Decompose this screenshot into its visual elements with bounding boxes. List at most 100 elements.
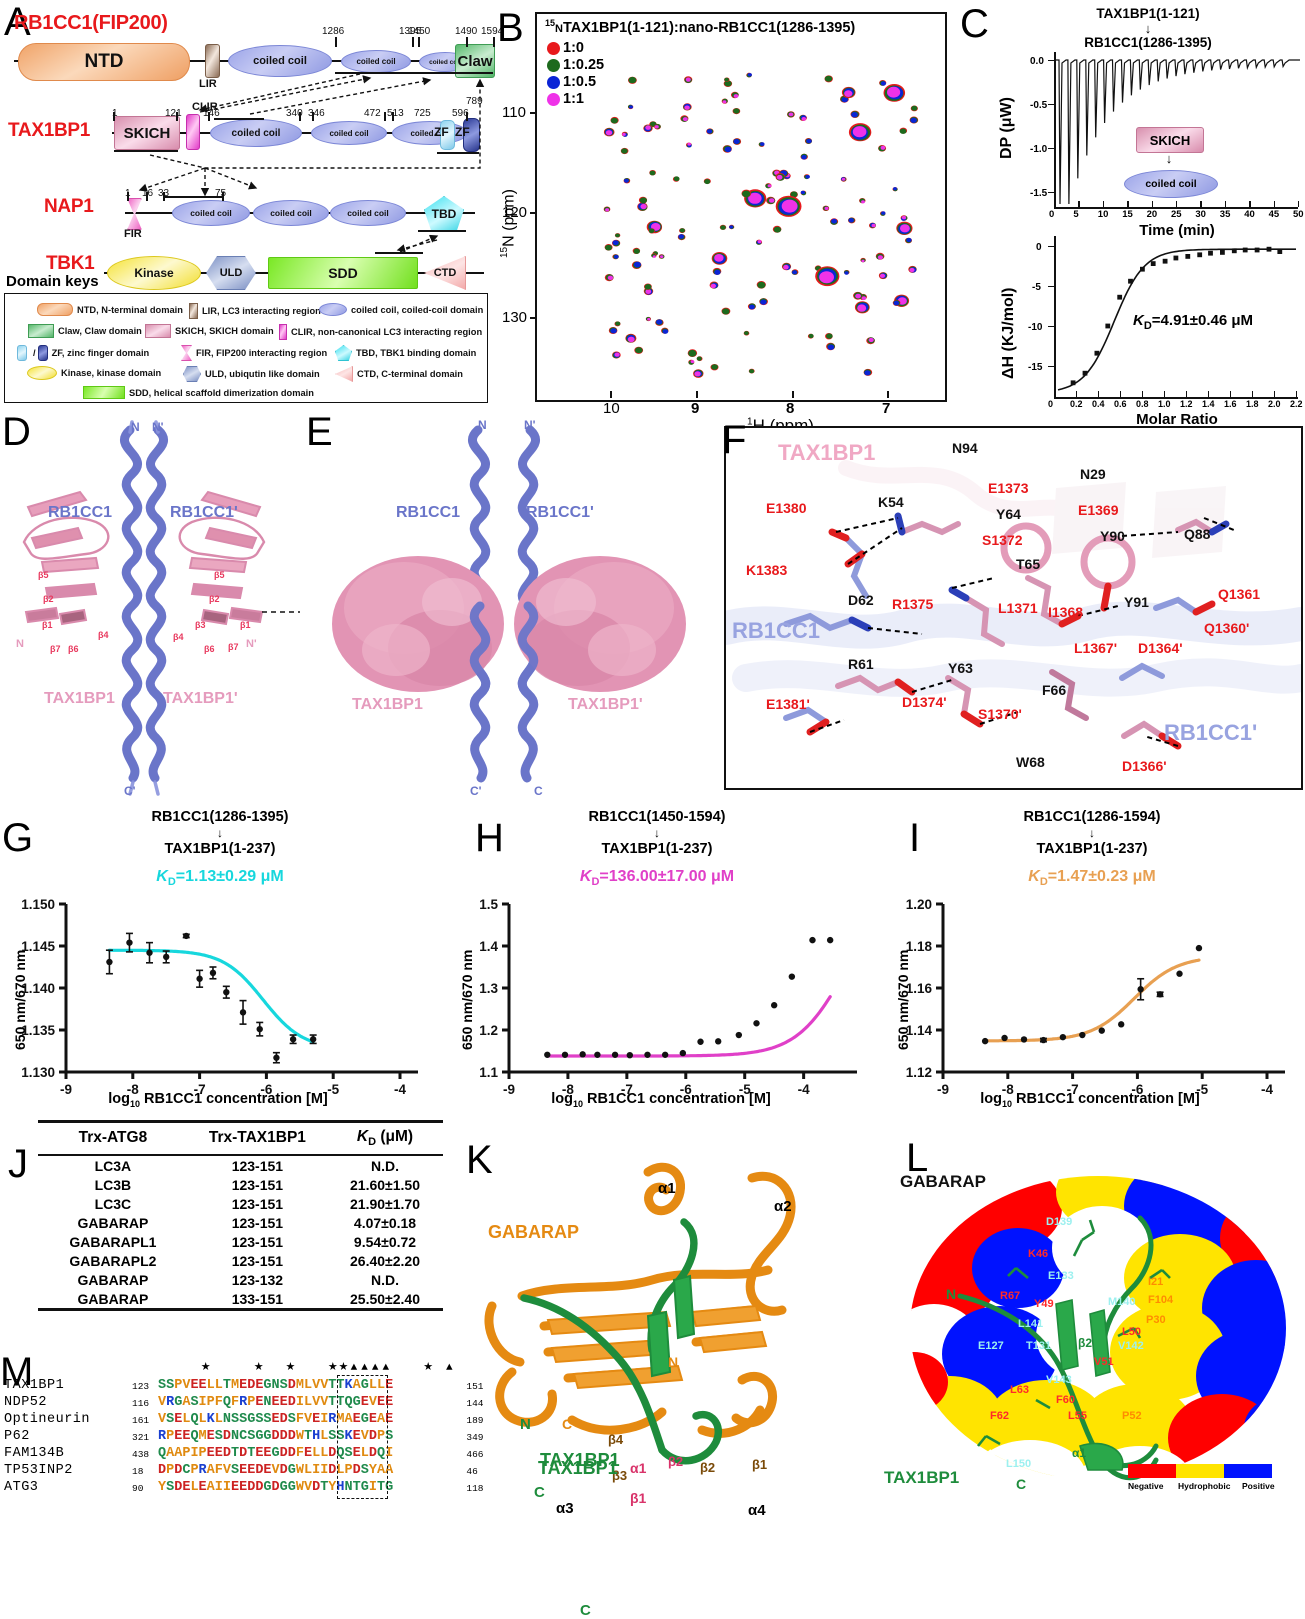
residue-n29: N29 bbox=[1080, 466, 1106, 482]
label-c-l: C bbox=[1016, 1476, 1027, 1492]
nmr-ytick-110: 110 bbox=[502, 104, 526, 121]
residue-p52-l: P52 bbox=[1122, 1410, 1142, 1422]
panelG-xtick-5: -4 bbox=[394, 1082, 406, 1097]
panel-d-cartoon-structure: D RB1CC1 RB bbox=[0, 412, 300, 802]
residue-q1361: Q1361 bbox=[1218, 586, 1261, 602]
label-n-tax-k: N bbox=[520, 1416, 531, 1433]
cell-r6-c1: 123-132 bbox=[231, 1271, 284, 1288]
label-rb1cc1-prime-d: RB1CC1' bbox=[170, 504, 238, 521]
residue-k46-l: K46 bbox=[1028, 1248, 1049, 1260]
legend-label-1: 1:0.25 bbox=[563, 57, 605, 73]
residue-tax-513: 513 bbox=[387, 108, 404, 119]
label-b2-d: β2 bbox=[43, 594, 54, 604]
itc-top-xtick-0: 0 bbox=[1049, 209, 1055, 220]
panelG-ytick-4: 1.130 bbox=[21, 1065, 55, 1080]
domain-kinase: Kinase bbox=[107, 256, 201, 290]
alignment-name-4: FAM134B bbox=[4, 1446, 65, 1461]
legend-dot-icon-3 bbox=[547, 92, 560, 106]
label-b4-d: β4 bbox=[98, 630, 109, 640]
panel-g-letter: G bbox=[2, 816, 34, 860]
residue-i21-l: I21 bbox=[1148, 1276, 1164, 1288]
panel-h-letter: H bbox=[475, 816, 504, 860]
residue-tax-346: 346 bbox=[308, 108, 325, 119]
residue-tax-789: 789 bbox=[466, 96, 483, 107]
panel-h-kd: KD=136.00±17.00 μM bbox=[457, 868, 857, 888]
residue-l55-l: L55 bbox=[1068, 1410, 1087, 1422]
cell-r2-c2: 21.90±1.70 bbox=[350, 1195, 420, 1212]
panel-h-kd-value: =136.00±17.00 μM bbox=[599, 868, 735, 885]
label-beta3-k: β3 bbox=[612, 1468, 628, 1483]
label-tax1bp1-d: TAX1BP1 bbox=[44, 690, 115, 707]
panel-g-xlabel-pre: log bbox=[108, 1091, 130, 1107]
itc-top-xtick-8: 40 bbox=[1244, 209, 1255, 220]
panelI-xtick-2: -7 bbox=[1067, 1082, 1079, 1097]
key-swatch-fir bbox=[181, 345, 192, 361]
key-label-ctd: CTD, C-terminal domain bbox=[357, 369, 463, 379]
protein-name-tbk1: TBK1 bbox=[46, 253, 95, 274]
domain-keys-box: NTD, N-terminal domain LIR, LC3 interact… bbox=[4, 293, 488, 403]
nmr-xtick-8: 8 bbox=[786, 400, 795, 417]
table-row: GABARAP 123-151 4.07±0.18 bbox=[38, 1213, 443, 1232]
cell-r3-c0: GABARAP bbox=[77, 1214, 149, 1231]
panel-i-kd-prefix: K bbox=[1028, 868, 1040, 885]
panel-b-letter: B bbox=[497, 6, 524, 50]
alignment-end-6: 118 bbox=[466, 1483, 484, 1494]
label-b7-d: β7 bbox=[50, 644, 61, 654]
domain-cc2: coiled coil bbox=[341, 50, 411, 73]
label-tax1bp1-prime-e: TAX1BP1' bbox=[568, 696, 643, 713]
panel-g-xlabel: log10 RB1CC1 concentration [M] bbox=[18, 1091, 418, 1109]
alignment-name-5: TP53INP2 bbox=[4, 1463, 73, 1478]
itc-top-ytick-2: -1.0 bbox=[1030, 144, 1048, 155]
label-rb1cc1-d: RB1CC1 bbox=[48, 504, 113, 521]
key-swatch-ctd bbox=[335, 366, 353, 382]
cell-r4-c1: 123-151 bbox=[231, 1233, 284, 1250]
residue-k1383: K1383 bbox=[746, 562, 788, 578]
residue-w68: W68 bbox=[1016, 754, 1045, 770]
domain-nap-cc1: coiled coil bbox=[172, 200, 250, 226]
panel-l-legend bbox=[1128, 1464, 1272, 1478]
nmr-xtick-9: 9 bbox=[691, 400, 700, 417]
panel-k-ribbon bbox=[484, 1162, 796, 1465]
itc-top-xtick-4: 20 bbox=[1146, 209, 1158, 220]
panel-h-plot: 1.5 1.4 1.3 1.2 1.1 -9 -8 -7 -6 -5 -4 bbox=[479, 897, 857, 1097]
label-b7-prime-d: β7 bbox=[228, 642, 239, 652]
panel-e-render bbox=[332, 425, 686, 783]
panel-g-title-2: TAX1BP1(1-237) bbox=[164, 841, 276, 857]
label-c-e: C bbox=[534, 784, 543, 798]
table-header-row: Trx-ATG8 Trx-TAX1BP1 KD (μM) bbox=[38, 1121, 443, 1156]
panelI-xtick-1: -8 bbox=[1002, 1082, 1014, 1097]
domain-uld: ULD bbox=[206, 256, 256, 290]
label-rb1cc1-e: RB1CC1 bbox=[396, 504, 461, 521]
residue-e1380: E1380 bbox=[766, 500, 807, 516]
panel-g-kd-sub: D bbox=[167, 876, 176, 889]
panel-h-xlabel-post: RB1CC1 concentration [M] bbox=[583, 1091, 771, 1107]
panel-h-xlabel-sub: 10 bbox=[573, 1098, 584, 1109]
panelI-ytick-4: 1.12 bbox=[906, 1065, 932, 1080]
panel-g-kd-prefix: K bbox=[156, 868, 168, 885]
itc-top-ytick-3: -1.5 bbox=[1030, 188, 1048, 199]
domain-zf-label-2: ZF bbox=[455, 125, 470, 139]
itc-bot-xtick-4: 0.8 bbox=[1136, 399, 1149, 409]
alignment-end-5: 46 bbox=[466, 1466, 478, 1477]
alignment-sequence-6: YSDELEAIIEEDDGDGGWVDTYHNTGITG bbox=[158, 1480, 394, 1495]
label-c-prime-d: C' bbox=[124, 784, 136, 798]
panel-k-letter: K bbox=[466, 1138, 493, 1182]
label-n-tax-d: N bbox=[16, 638, 24, 650]
panelI-ytick-1: 1.18 bbox=[906, 939, 933, 954]
domain-lir-label: LIR bbox=[199, 78, 217, 90]
label-n-d: N bbox=[131, 420, 140, 434]
key-label-ntd: NTD, N-terminal domain bbox=[77, 304, 183, 315]
panelG-xtick-0: -9 bbox=[60, 1082, 72, 1097]
panel-g-kd: KD=1.13±0.29 μM bbox=[20, 868, 420, 888]
residue-y64: Y64 bbox=[996, 506, 1021, 522]
legend-item-1: 1:0.25 bbox=[547, 57, 604, 73]
alignment-end-4: 466 bbox=[466, 1449, 484, 1460]
key-label-zf: ZF, zinc finger domain bbox=[51, 348, 150, 358]
key-label-clir: CLIR, non-canonical LC3 interacting regi… bbox=[291, 327, 483, 337]
panel-f-letter: F bbox=[722, 418, 747, 462]
key-label-uld: ULD, ubiqutin like domain bbox=[205, 369, 320, 379]
panel-d-letter: D bbox=[2, 410, 31, 454]
itc-bot-xtick-11: 2.2 bbox=[1290, 399, 1303, 409]
label-beta4-k: β4 bbox=[608, 1432, 624, 1447]
residue-k54: K54 bbox=[878, 494, 904, 510]
